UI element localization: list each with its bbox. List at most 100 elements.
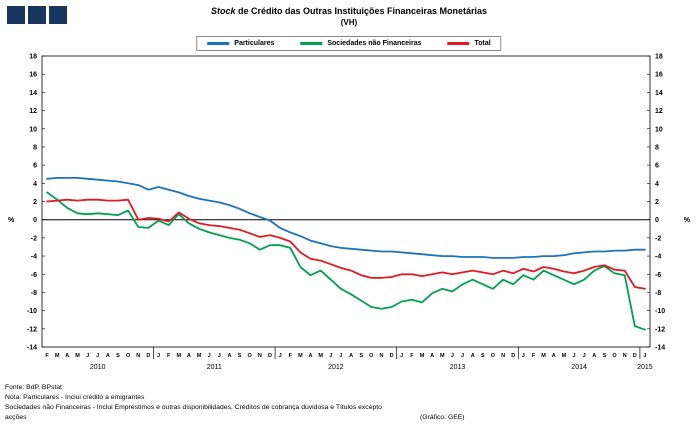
legend-swatch-sociedades-n-o-financeiras [300, 42, 323, 45]
y-tick-label-right: 16 [655, 72, 663, 79]
x-tick-label: A [187, 353, 191, 359]
y-tick-label-right: 4 [655, 181, 659, 188]
legend-label-total: Total [474, 40, 491, 47]
x-tick-label: F [532, 353, 536, 359]
chart-title-rest: de Crédito das Outras Instituições Finan… [235, 6, 488, 16]
series-line-total [46, 198, 646, 290]
x-tick-label: O [126, 353, 131, 359]
x-tick-label: A [471, 353, 475, 359]
x-tick-label: S [481, 353, 485, 359]
x-tick-label: O [612, 353, 617, 359]
chart-title: Stock de Crédito das Outras Instituições… [0, 6, 698, 16]
y-tick-label-left: 14 [29, 90, 37, 97]
year-label: 2014 [571, 364, 587, 371]
x-tick-label: J [218, 353, 221, 359]
legend-item-particulares: Particulares [207, 40, 274, 47]
year-label: 2011 [207, 364, 222, 371]
y-tick-label-right: -4 [655, 254, 661, 261]
x-tick-label: N [258, 353, 262, 359]
x-tick-label: M [541, 353, 546, 359]
y-tick-label-right: -2 [655, 235, 661, 242]
x-tick-label: J [208, 353, 211, 359]
y-tick-label-left: 2 [33, 199, 37, 206]
y-tick-label-left: -8 [31, 290, 37, 297]
x-tick-label: F [167, 353, 171, 359]
x-tick-label: M [55, 353, 60, 359]
y-tick-label-left: 0 [33, 217, 37, 224]
y-tick-label-left: -10 [27, 308, 37, 315]
x-tick-label: J [583, 353, 586, 359]
chart-title-italic: Stock [210, 6, 236, 16]
source-note: Fonte: BdP, BPstat [5, 384, 62, 391]
y-tick-label-right: 0 [655, 217, 659, 224]
y-axis-label-left: % [8, 217, 15, 224]
logo [7, 6, 67, 24]
legend-item-sociedades-n-o-financeiras: Sociedades não Financeiras [300, 40, 422, 47]
y-tick-label-right: -10 [655, 308, 665, 315]
y-tick-label-left: 6 [33, 163, 37, 170]
x-tick-label: D [268, 353, 272, 359]
x-tick-label: F [289, 353, 293, 359]
y-tick-label-right: 10 [655, 126, 663, 133]
legend-label-sociedades-n-o-financeiras: Sociedades não Financeiras [327, 40, 422, 47]
y-tick-label-left: 16 [29, 72, 37, 79]
legend-swatch-total [447, 42, 470, 45]
logo-square [7, 6, 25, 24]
x-tick-label: M [420, 353, 425, 359]
x-tick-label: A [309, 353, 313, 359]
chart-svg: 18 18 16 16 14 14 12 12 10 10 8 8 6 6 4 4 2 2 0 0 -2 -2 -4 -4 -6… [8, 54, 691, 372]
x-tick-label: S [359, 353, 363, 359]
x-tick-label: J [572, 353, 575, 359]
plot-border [41, 55, 651, 348]
x-tick-label: A [430, 353, 434, 359]
legend-item-total: Total [447, 40, 491, 47]
x-tick-label: A [552, 353, 556, 359]
note-last-line-left: acções [5, 414, 27, 421]
x-tick-label: D [146, 353, 150, 359]
series-line-sociedades-n-o-financeiras [46, 191, 646, 331]
x-tick-label: M [562, 353, 567, 359]
year-label: 2015 [637, 364, 653, 371]
x-tick-label: J [86, 353, 89, 359]
x-tick-label: M [75, 353, 80, 359]
y-tick-label-left: -6 [31, 272, 37, 279]
x-tick-label: J [329, 353, 332, 359]
x-tick-label: D [511, 353, 515, 359]
y-tick-label-left: -4 [31, 254, 37, 261]
x-tick-label: A [349, 353, 353, 359]
x-tick-label: M [177, 353, 182, 359]
x-tick-label: J [339, 353, 342, 359]
y-tick-label-left: -14 [27, 345, 37, 352]
x-tick-label: J [96, 353, 99, 359]
y-tick-label-left: 12 [29, 108, 37, 115]
credit-note: (Gráfico: GEE) [420, 414, 465, 421]
y-tick-label-right: 8 [655, 144, 659, 151]
y-tick-label-left: 4 [33, 181, 37, 188]
x-tick-label: O [369, 353, 374, 359]
y-tick-label-right: -12 [655, 326, 665, 333]
x-tick-label: M [440, 353, 445, 359]
y-axis-label-right: % [684, 217, 691, 224]
x-tick-label: O [491, 353, 496, 359]
x-tick-label: F [410, 353, 414, 359]
y-tick-label-right: -14 [655, 345, 665, 352]
x-tick-label: S [238, 353, 242, 359]
x-tick-label: A [228, 353, 232, 359]
y-tick-label-left: 8 [33, 144, 37, 151]
series-line-particulares [46, 177, 646, 259]
y-tick-label-right: 18 [655, 54, 663, 61]
y-tick-label-right: 2 [655, 199, 659, 206]
x-tick-label: D [633, 353, 637, 359]
x-tick-label: J [279, 353, 282, 359]
x-tick-label: J [461, 353, 464, 359]
x-tick-label: J [157, 353, 160, 359]
legend: Particulares Sociedades não Financeiras To… [196, 36, 502, 51]
note-last-line: acções (Gráfico: GEE) [5, 413, 695, 423]
y-tick-label-left: -2 [31, 235, 37, 242]
footer-notes: Fonte: BdP, BPstat Nota: Particulares - … [5, 383, 695, 423]
x-tick-label: N [380, 353, 384, 359]
chart-subtitle: (VH) [340, 18, 358, 27]
x-tick-label: A [65, 353, 69, 359]
logo-square [49, 6, 67, 24]
